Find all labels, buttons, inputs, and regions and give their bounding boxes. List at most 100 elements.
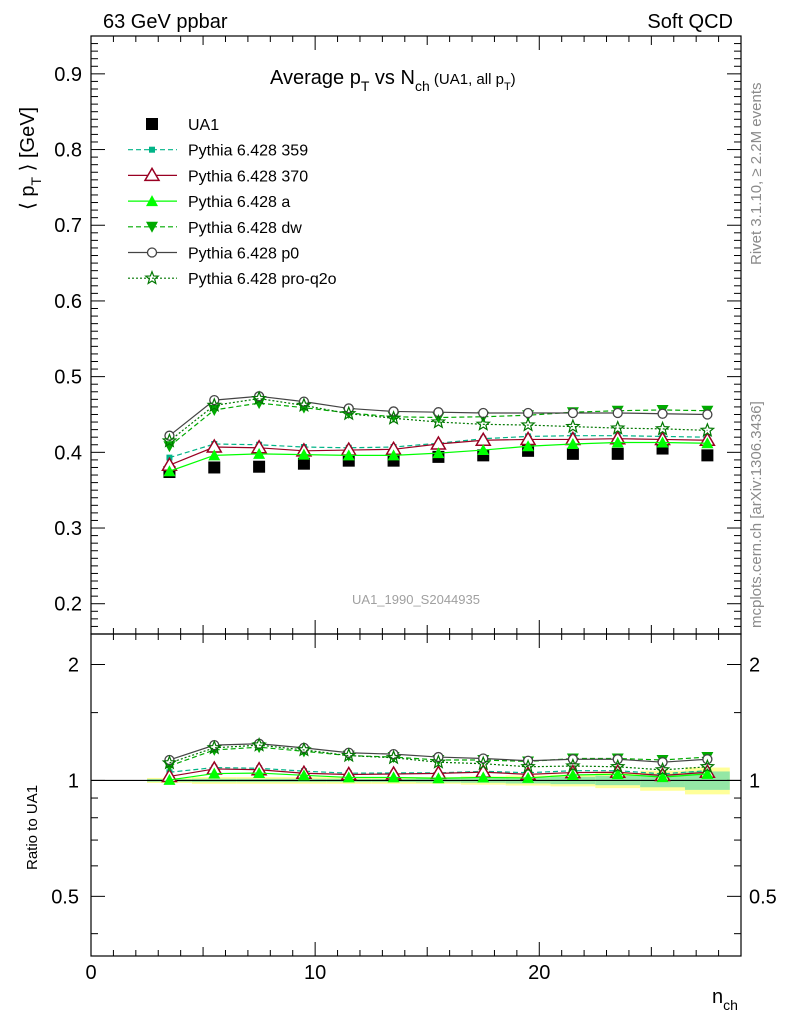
point-pp0 (567, 407, 579, 419)
ratio-point-pa (432, 772, 445, 784)
point-pq2o (520, 416, 536, 432)
legend-item-pq2o: Pythia 6.428 pro-q2o (128, 270, 337, 288)
axes-layer: 0 10 20 0.2 0.3 0.4 0.5 0.6 0.7 0.8 0.9 0.5 0.5 1 1 2 2 (51, 35, 777, 984)
point-pq2o (609, 419, 626, 435)
point-pa (342, 449, 355, 461)
ratio-point-pa (566, 768, 579, 780)
x-axis-label: nch (712, 986, 738, 1013)
legend-item-pdw: Pythia 6.428 dw (128, 220, 302, 237)
main-y-tick-label: 0.6 (54, 291, 82, 313)
ratio-point-pa (297, 769, 310, 781)
point-pp0 (522, 407, 534, 419)
point-pa (477, 444, 490, 456)
legend-label-p359: Pythia 6.428 359 (188, 143, 308, 160)
legend-item-pa: Pythia 6.428 a (128, 194, 290, 211)
main-plot-title: Average pT vs Nch (UA1, all pT) (270, 67, 516, 94)
ratio-point-pq2o (654, 761, 671, 777)
point-pq2o (251, 390, 267, 406)
legend-label-pp0: Pythia 6.428 p0 (188, 246, 299, 263)
ratio-y-tick-label-right: 0.5 (749, 886, 777, 908)
ratio-point-pa (208, 767, 221, 779)
main-y-tick-label: 0.2 (54, 594, 82, 616)
legend-label-p370: Pythia 6.428 370 (188, 168, 308, 185)
ratio-point-pq2o (475, 755, 491, 771)
ratio-plot-frame (90, 633, 742, 957)
main-y-tick-label: 0.9 (54, 64, 82, 86)
main-y-tick-label: 0.3 (54, 518, 82, 540)
legend-item-pp0: Pythia 6.428 p0 (128, 246, 299, 263)
legend-label-data: UA1 (188, 117, 219, 134)
point-pq2o (341, 405, 357, 421)
point-pa (253, 447, 266, 459)
ratio-point-pq2o (296, 741, 312, 757)
rivet-side-text: Rivet 3.1.10, ≥ 2.2M events (748, 83, 765, 266)
legend-marker-p359 (149, 146, 155, 153)
x-tick-label: 10 (304, 962, 326, 984)
point-pp0 (657, 408, 668, 419)
ratio-point-pq2o (161, 754, 178, 770)
main-y-tick-label: 0.5 (54, 367, 82, 389)
point-pa (387, 449, 400, 461)
point-pa (163, 465, 176, 477)
point-data (611, 447, 624, 460)
ratio-point-pq2o (385, 749, 402, 765)
legend-marker-pdw (146, 221, 158, 233)
main-y-tick-label: 0.4 (54, 442, 82, 464)
ratio-point-pa (701, 767, 714, 779)
ratio-y-tick-label-right: 2 (749, 654, 760, 676)
point-pa (522, 440, 535, 452)
point-pa (611, 436, 624, 448)
point-pq2o (161, 432, 178, 448)
legend-label-pdw: Pythia 6.428 dw (188, 220, 302, 237)
point-data (208, 461, 221, 474)
point-pa (566, 438, 579, 450)
ratio-y-axis-label: Ratio to UA1 (24, 785, 41, 870)
ratio-series-pq2o (161, 736, 716, 777)
ratio-point-pa (522, 771, 535, 783)
x-tick-label: 0 (85, 962, 96, 984)
point-data (566, 447, 579, 460)
ratio-point-pa (656, 771, 669, 783)
point-pq2o (296, 397, 312, 413)
point-pa (297, 448, 310, 460)
series-pp0 (164, 391, 713, 441)
point-p370 (474, 431, 492, 446)
ratio-point-pa (342, 771, 355, 783)
point-pp0 (478, 407, 489, 419)
point-data (701, 449, 714, 462)
legend-marker-data (146, 118, 158, 130)
ratio-y-tick-label: 1 (68, 770, 79, 792)
point-pa (208, 449, 221, 461)
legend-item-p370: Pythia 6.428 370 (128, 166, 308, 185)
ratio-point-pq2o (206, 739, 223, 755)
ratio-y-tick-label: 0.5 (51, 886, 79, 908)
legend-item-p359: Pythia 6.428 359 (128, 143, 308, 160)
legend-label-pq2o: Pythia 6.428 pro-q2o (188, 271, 337, 288)
ratio-line-pq2o (169, 744, 708, 771)
point-pq2o (654, 420, 671, 436)
main-y-axis-label: ⟨ pT ⟩ [GeV] (17, 107, 44, 210)
point-pp0 (702, 409, 713, 420)
point-pa (432, 447, 445, 459)
point-pq2o (385, 410, 402, 425)
ratio-series-pa (163, 767, 714, 785)
point-data (253, 460, 266, 473)
legend: UA1 Pythia 6.428 359 Pythia 6.428 370 Pythi… (128, 117, 337, 288)
legend-marker-p370 (143, 166, 161, 182)
main-series-layer (161, 390, 716, 479)
point-pq2o (206, 397, 223, 413)
point-pq2o (430, 413, 447, 429)
point-pq2o (565, 418, 581, 434)
analysis-watermark: UA1_1990_S2044935 (352, 592, 480, 607)
ratio-point-pa (477, 771, 490, 783)
ratio-point-pq2o (520, 758, 536, 774)
legend-marker-pq2o (144, 270, 160, 285)
point-pq2o (699, 422, 716, 437)
point-data (297, 457, 310, 470)
point-pp0 (298, 396, 310, 407)
point-pa (701, 437, 714, 449)
ratio-point-pq2o (699, 758, 716, 774)
ratio-point-pq2o (609, 758, 626, 774)
ratio-point-pa (387, 771, 400, 783)
